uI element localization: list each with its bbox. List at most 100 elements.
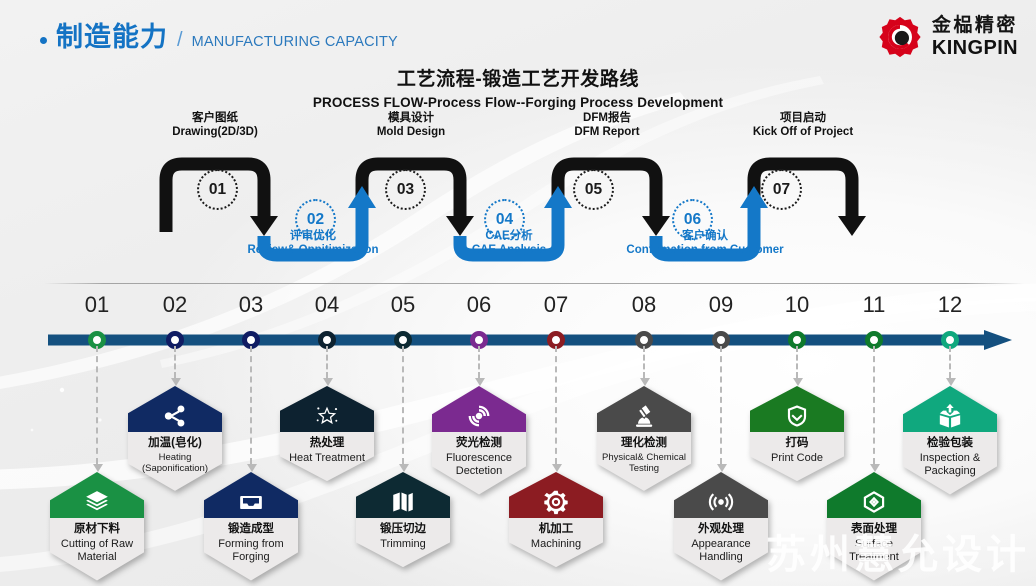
- process-card-07[interactable]: 机加工 Machining: [509, 472, 603, 568]
- page-header: 制造能力 / MANUFACTURING CAPACITY: [40, 24, 398, 52]
- flow-step-label-02: 评审优化 Review& Oppitimization: [228, 230, 398, 258]
- flow-label-cn-04: CAE分析: [485, 230, 533, 242]
- card-hexagon-09: 外观处理 Appearance Handling: [674, 472, 768, 581]
- card-icon-header-02: [128, 386, 222, 432]
- card-label-en-03: Forming from Forging: [218, 537, 284, 564]
- signal-waves-icon: [708, 493, 734, 511]
- timeline-number-05: 05: [390, 292, 416, 317]
- header-separator: /: [177, 29, 183, 51]
- card-icon-header-10: [750, 386, 844, 432]
- card-label-cn-07: 机加工: [538, 523, 574, 535]
- card-icon-header-06: [432, 386, 526, 432]
- flow-step-label-05: DFM报告 DFM Report: [522, 112, 692, 140]
- map-fold-icon: [393, 492, 413, 512]
- cube-nodes-icon: [863, 491, 885, 513]
- card-label-en-10: Print Code: [771, 451, 823, 464]
- card-connector-06: [475, 346, 485, 386]
- flow-step-badge-01: 01: [197, 169, 238, 210]
- timeline-number-09: 09: [708, 292, 734, 317]
- card-hexagon-10: 打码 Print Code: [750, 386, 844, 482]
- card-connector-11: [870, 346, 880, 472]
- flow-step-badge-03: 03: [385, 169, 426, 210]
- card-hexagon-04: 热处理 Heat Treatment: [280, 386, 374, 482]
- flow-label-cn-01: 客户图纸: [192, 112, 238, 124]
- header-title-en: MANUFACTURING CAPACITY: [191, 34, 398, 50]
- card-label-en-08: Physical& Chemical Testing: [602, 451, 686, 475]
- process-card-06[interactable]: 荧光检测 Fluorescence Dectetion: [432, 386, 526, 495]
- card-hexagon-03: 锻造成型 Forming from Forging: [204, 472, 298, 581]
- flow-step-label-01: 客户图纸 Drawing(2D/3D): [130, 112, 300, 140]
- card-connector-04: [323, 346, 333, 386]
- card-label-en-05: Trimming: [380, 537, 426, 550]
- flow-label-cn-02: 评审优化: [290, 230, 336, 242]
- card-label-cn-05: 锻压切边: [380, 523, 426, 535]
- timeline-number-07: 07: [543, 292, 569, 317]
- flow-label-cn-05: DFM报告: [583, 112, 631, 124]
- flow-label-cn-06: 客户确认: [682, 230, 728, 242]
- timeline-number-12: 12: [937, 292, 963, 317]
- card-icon-header-04: [280, 386, 374, 432]
- process-flow-diagram: 01 02 03 04 05 06 07 客户图纸 Drawing(2D/3D)…: [150, 112, 880, 277]
- card-text-03: 锻造成型 Forming from Forging: [204, 518, 298, 581]
- card-text-06: 荧光检测 Fluorescence Dectetion: [432, 432, 526, 495]
- flow-step-badge-04: 04: [484, 199, 525, 240]
- card-label-cn-03: 锻造成型: [228, 523, 274, 535]
- card-label-cn-11: 表面处理: [851, 523, 897, 535]
- card-icon-header-12: [903, 386, 997, 432]
- process-card-02[interactable]: 加温(皂化) Heating (Saponification): [128, 386, 222, 491]
- flow-label-en-01: Drawing(2D/3D): [172, 125, 258, 138]
- card-label-cn-08: 理化检测: [621, 437, 667, 449]
- process-card-09[interactable]: 外观处理 Appearance Handling: [674, 472, 768, 581]
- card-icon-header-07: [509, 472, 603, 518]
- section-divider: [44, 283, 1024, 284]
- page-title-cn: 工艺流程-锻造工艺开发路线: [396, 69, 640, 90]
- timeline-number-04: 04: [314, 292, 340, 317]
- inbox-tray-icon: [240, 496, 262, 510]
- card-label-en-11: Surface Treatment: [849, 537, 899, 564]
- fingerprint-scan-icon: [468, 405, 490, 427]
- process-card-03[interactable]: 锻造成型 Forming from Forging: [204, 472, 298, 581]
- card-connector-07: [552, 346, 562, 472]
- process-card-10[interactable]: 打码 Print Code: [750, 386, 844, 482]
- card-text-09: 外观处理 Appearance Handling: [674, 518, 768, 581]
- card-label-en-07: Machining: [530, 537, 582, 550]
- process-card-12[interactable]: 检验包装 Inspection & Packaging: [903, 386, 997, 495]
- timeline-number-10: 10: [784, 292, 810, 317]
- timeline-number-08: 08: [631, 292, 657, 317]
- card-label-cn-10: 打码: [785, 437, 809, 449]
- flow-label-en-02: Review& Oppitimization: [247, 243, 379, 256]
- card-connector-05: [399, 346, 409, 472]
- card-text-08: 理化检测 Physical& Chemical Testing: [597, 432, 691, 491]
- flow-label-cn-03: 模具设计: [388, 112, 434, 124]
- timeline-number-11: 11: [862, 292, 886, 317]
- flow-label-en-03: Mold Design: [376, 125, 446, 138]
- flow-step-label-06: 客户确认 Confirmation from Customer: [620, 230, 790, 258]
- timeline-number-02: 02: [162, 292, 188, 317]
- card-connector-10: [793, 346, 803, 386]
- card-label-cn-12: 检验包装: [927, 437, 973, 449]
- header-title-cn: 制造能力: [56, 22, 168, 52]
- flow-step-badge-05: 05: [573, 169, 614, 210]
- card-connector-08: [640, 346, 650, 386]
- flow-label-en-06: Confirmation from Customer: [626, 243, 784, 256]
- process-card-04[interactable]: 热处理 Heat Treatment: [280, 386, 374, 482]
- kingpin-gear-logo-icon: [879, 16, 921, 58]
- timeline-number-01: 01: [84, 292, 110, 317]
- card-label-cn-04: 热处理: [309, 437, 345, 449]
- process-flow-arrows: [159, 157, 866, 262]
- process-card-11[interactable]: 表面处理 Surface Treatment: [827, 472, 921, 581]
- flow-step-label-07: 项目启动 Kick Off of Project: [718, 112, 888, 140]
- process-card-08[interactable]: 理化检测 Physical& Chemical Testing: [597, 386, 691, 491]
- flow-step-badge-07: 07: [761, 169, 802, 210]
- card-hexagon-07: 机加工 Machining: [509, 472, 603, 568]
- page-title-en: PROCESS FLOW-Process Flow--Forging Proce…: [312, 95, 724, 110]
- process-card-01[interactable]: 原材下料 Cutting of Raw Material: [50, 472, 144, 581]
- card-text-11: 表面处理 Surface Treatment: [827, 518, 921, 581]
- card-text-04: 热处理 Heat Treatment: [280, 432, 374, 481]
- timeline: 01 02 03 04 05 06 07 08 09 10 11 12: [0, 292, 1036, 352]
- card-text-02: 加温(皂化) Heating (Saponification): [128, 432, 222, 491]
- card-label-en-12: Inspection & Packaging: [919, 451, 981, 478]
- process-card-05[interactable]: 锻压切边 Trimming: [356, 472, 450, 568]
- card-label-en-02: Heating (Saponification): [141, 451, 208, 475]
- card-connector-09: [717, 346, 727, 472]
